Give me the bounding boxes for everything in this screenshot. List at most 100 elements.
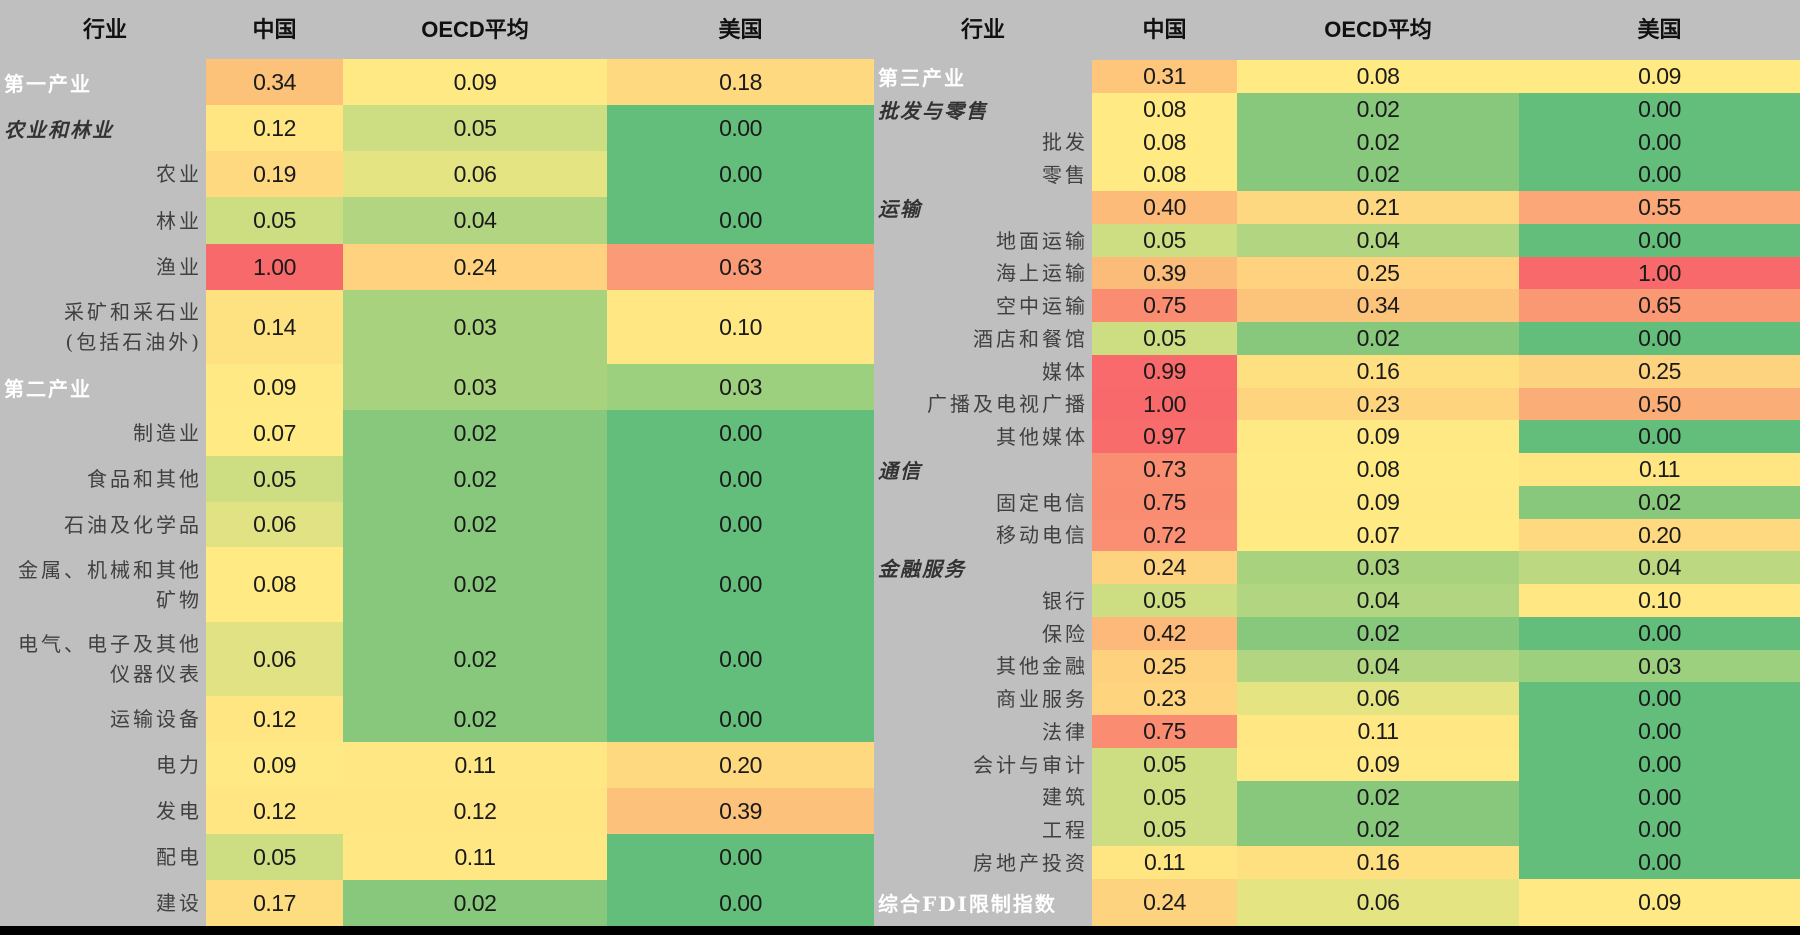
right-table-row: 酒店和餐馆 0.05 0.02 0.00 bbox=[0, 322, 1800, 355]
left-table-row: 制造业 0.07 0.02 0.00 bbox=[0, 410, 1800, 456]
value-cell-usa: 0.00 bbox=[607, 834, 874, 880]
row-label: 制造业 bbox=[133, 421, 202, 445]
row-label: 其他媒体 bbox=[996, 424, 1088, 449]
value-cell-usa: 0.03 bbox=[1519, 650, 1800, 682]
value-cell-china: 0.12 bbox=[206, 696, 343, 742]
row-label: 通信 bbox=[878, 459, 922, 483]
row-label: 运输设备 bbox=[110, 707, 202, 731]
value-cell-oecd: 0.02 bbox=[343, 547, 607, 622]
value-cell-oecd: 0.16 bbox=[1237, 846, 1519, 879]
value-cell-usa: 0.00 bbox=[1519, 420, 1800, 453]
right-table-row: 空中运输 0.75 0.34 0.65 bbox=[0, 289, 1800, 322]
left-table-row: 第二产业 0.09 0.03 0.03 bbox=[0, 364, 1800, 410]
row-label: 移动电信 bbox=[996, 523, 1088, 547]
value-cell-usa: 0.39 bbox=[607, 788, 874, 834]
value-cell-usa: 0.00 bbox=[607, 696, 874, 742]
left-header-oecd: OECD平均 bbox=[421, 17, 529, 42]
value-cell-china: 0.09 bbox=[206, 364, 343, 410]
value-cell-oecd: 0.06 bbox=[343, 151, 607, 197]
right-table-row: 金融服务 0.24 0.03 0.04 bbox=[0, 551, 1800, 584]
value-cell-china: 0.05 bbox=[1092, 781, 1237, 813]
row-label: 电气、电子及其他 仪器仪表 bbox=[18, 632, 202, 686]
value-cell-china: 0.23 bbox=[1092, 682, 1237, 715]
value-cell-china: 0.24 bbox=[1092, 551, 1237, 584]
left-table-row: 石油及化学品 0.06 0.02 0.00 bbox=[0, 502, 1800, 547]
value-cell-china: 0.42 bbox=[1092, 617, 1237, 650]
right-header-china: 中国 bbox=[1142, 17, 1187, 42]
row-label: 地面运输 bbox=[996, 228, 1088, 253]
value-cell-china: 0.75 bbox=[1092, 715, 1237, 748]
value-cell-china: 0.08 bbox=[1092, 158, 1237, 191]
right-table-row: 第三产业 0.31 0.08 0.09 bbox=[0, 60, 1800, 93]
right-table-row: 其他金融 0.25 0.04 0.03 bbox=[0, 650, 1800, 682]
value-cell-oecd: 0.06 bbox=[1237, 879, 1519, 926]
value-cell-china: 0.06 bbox=[206, 502, 343, 547]
row-label: 综合FDI限制指数 bbox=[878, 892, 1057, 916]
value-cell-oecd: 0.02 bbox=[343, 880, 607, 926]
right-header-industry: 行业 bbox=[960, 17, 1005, 42]
value-cell-oecd: 0.02 bbox=[1237, 158, 1519, 191]
value-cell-oecd: 0.03 bbox=[1237, 551, 1519, 584]
value-cell-oecd: 0.16 bbox=[1237, 355, 1519, 388]
row-label: 金融服务 bbox=[878, 557, 966, 581]
value-cell-china: 0.05 bbox=[206, 456, 343, 502]
left-table-row: 发电 0.12 0.12 0.39 bbox=[0, 788, 1800, 834]
value-cell-china: 0.39 bbox=[1092, 257, 1237, 289]
value-cell-usa: 0.04 bbox=[1519, 551, 1800, 584]
row-label: 第二产业 bbox=[4, 376, 92, 401]
value-cell-usa: 0.10 bbox=[1519, 584, 1800, 617]
value-cell-oecd: 0.21 bbox=[1237, 191, 1519, 224]
row-label: 零售 bbox=[1042, 162, 1088, 187]
row-label: 建筑 bbox=[1042, 785, 1088, 809]
row-label: 保险 bbox=[1042, 621, 1088, 646]
row-label: 空中运输 bbox=[996, 293, 1088, 318]
right-table-row: 商业服务 0.23 0.06 0.00 bbox=[0, 682, 1800, 715]
left-table-row: 运输设备 0.12 0.02 0.00 bbox=[0, 696, 1800, 742]
value-cell-oecd: 0.02 bbox=[343, 502, 607, 547]
value-cell-usa: 0.00 bbox=[1519, 224, 1800, 257]
left-table-row: 林业 0.05 0.04 0.00 bbox=[0, 197, 1800, 244]
value-cell-oecd: 0.09 bbox=[343, 59, 607, 105]
value-cell-china: 0.19 bbox=[206, 151, 343, 197]
row-label: 农业和林业 bbox=[4, 117, 114, 142]
value-cell-china: 0.05 bbox=[206, 197, 343, 244]
value-cell-china: 0.17 bbox=[206, 880, 343, 926]
row-label: 第一产业 bbox=[4, 71, 92, 96]
value-cell-china: 0.09 bbox=[206, 742, 343, 788]
row-label: 建设 bbox=[156, 891, 202, 915]
row-label: 林业 bbox=[156, 208, 202, 233]
right-table-row: 海上运输 0.39 0.25 1.00 bbox=[0, 257, 1800, 289]
value-cell-oecd: 0.02 bbox=[1237, 126, 1519, 158]
value-cell-china: 0.97 bbox=[1092, 420, 1237, 453]
value-cell-usa: 0.00 bbox=[1519, 126, 1800, 158]
value-cell-oecd: 0.25 bbox=[1237, 257, 1519, 289]
value-cell-oecd: 0.02 bbox=[1237, 93, 1519, 126]
right-table-row: 综合FDI限制指数 0.24 0.06 0.09 bbox=[0, 879, 1800, 926]
right-table-row: 会计与审计 0.05 0.09 0.00 bbox=[0, 748, 1800, 781]
value-cell-china: 0.05 bbox=[1092, 224, 1237, 257]
row-label: 广播及电视广播 bbox=[927, 392, 1088, 416]
right-table-row: 银行 0.05 0.04 0.10 bbox=[0, 584, 1800, 617]
value-cell-usa: 0.00 bbox=[607, 410, 874, 456]
value-cell-usa: 0.20 bbox=[607, 742, 874, 788]
value-cell-china: 0.05 bbox=[1092, 813, 1237, 846]
row-label: 商业服务 bbox=[996, 686, 1088, 711]
row-label: 金属、机械和其他 矿物 bbox=[18, 557, 202, 612]
row-label: 法律 bbox=[1042, 719, 1088, 744]
value-cell-usa: 0.18 bbox=[607, 59, 874, 105]
value-cell-oecd: 0.06 bbox=[1237, 682, 1519, 715]
value-cell-china: 0.12 bbox=[206, 788, 343, 834]
value-cell-usa: 1.00 bbox=[1519, 257, 1800, 289]
value-cell-china: 0.75 bbox=[1092, 486, 1237, 519]
value-cell-oecd: 0.09 bbox=[1237, 486, 1519, 519]
left-table-row: 电气、电子及其他 仪器仪表 0.06 0.02 0.00 bbox=[0, 622, 1800, 696]
row-label: 工程 bbox=[1042, 817, 1088, 842]
value-cell-usa: 0.00 bbox=[1519, 715, 1800, 748]
value-cell-china: 0.99 bbox=[1092, 355, 1237, 388]
value-cell-usa: 0.00 bbox=[1519, 846, 1800, 879]
row-label: 批发与零售 bbox=[878, 99, 988, 123]
value-cell-oecd: 0.02 bbox=[343, 696, 607, 742]
row-label: 房地产投资 bbox=[973, 850, 1088, 875]
value-cell-usa: 0.55 bbox=[1519, 191, 1800, 224]
value-cell-usa: 0.00 bbox=[607, 456, 874, 502]
